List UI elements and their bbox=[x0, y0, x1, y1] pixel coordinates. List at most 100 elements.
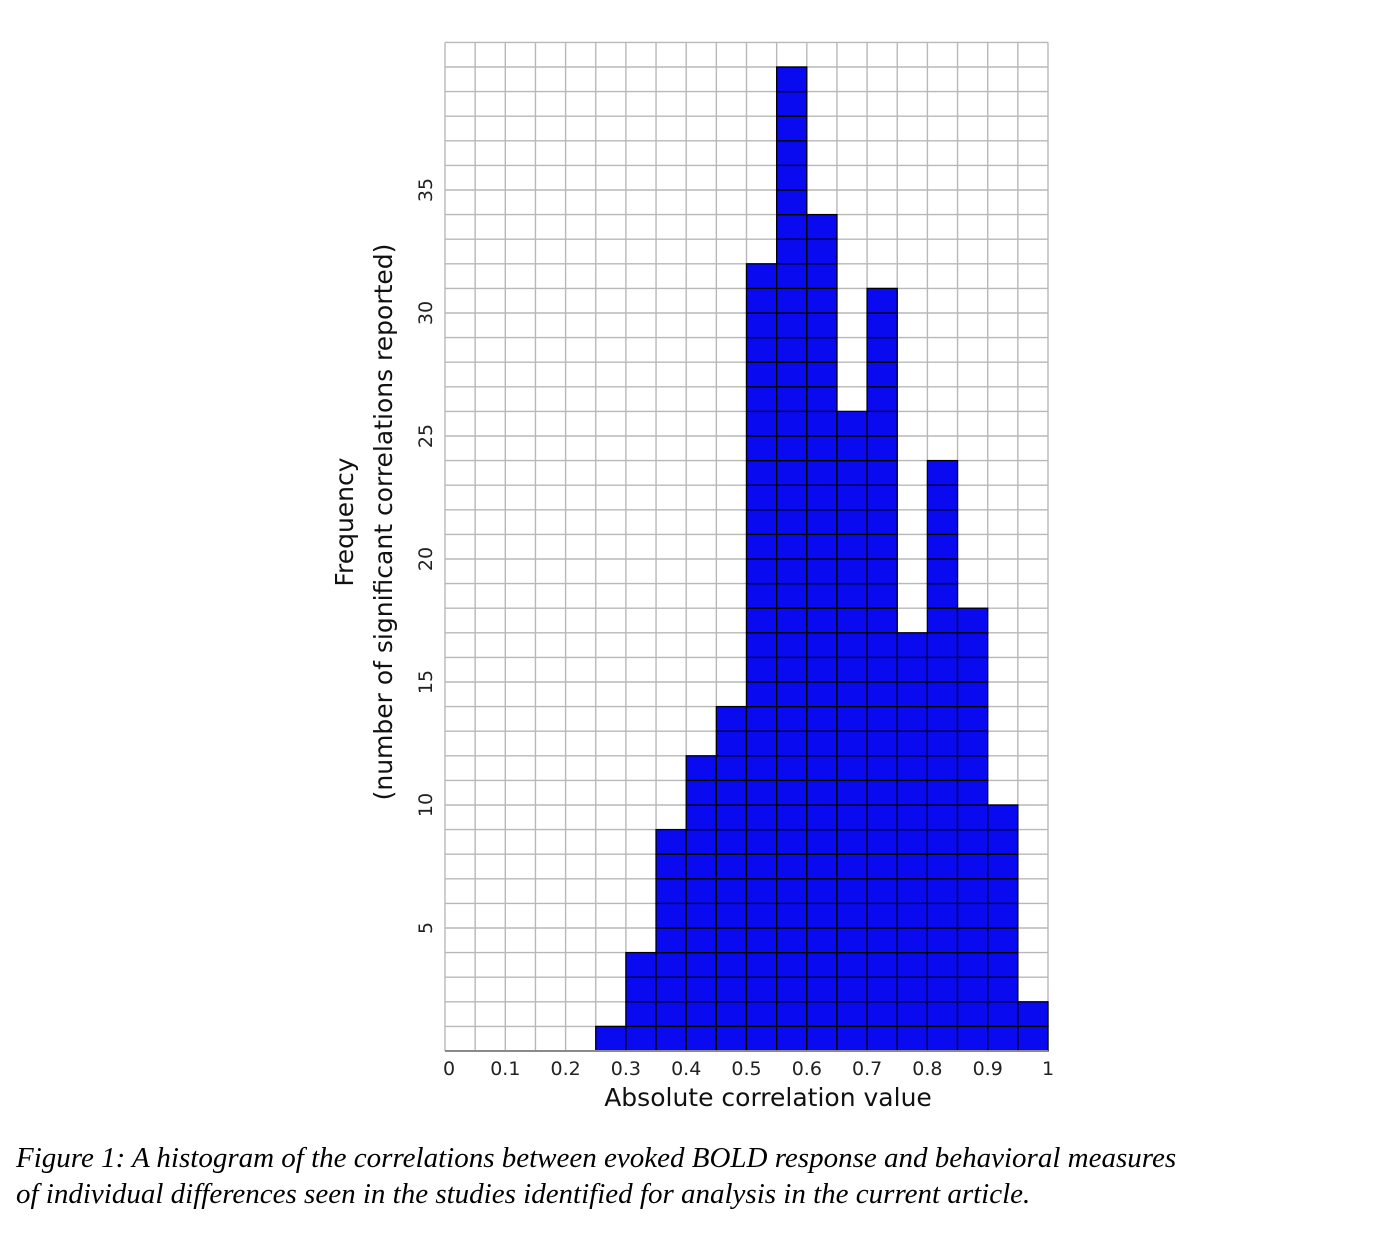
histogram-bar bbox=[956, 607, 989, 1052]
bar-cell bbox=[866, 951, 898, 978]
x-tick-label: 0.9 bbox=[973, 1058, 1003, 1080]
bar-cell bbox=[926, 853, 959, 880]
bar-cell bbox=[956, 779, 989, 806]
bar-cell bbox=[896, 1001, 929, 1028]
bar-cell bbox=[776, 533, 808, 560]
bar-cell bbox=[866, 336, 898, 363]
histogram-bar bbox=[926, 459, 959, 1052]
histogram-bar bbox=[595, 1025, 627, 1052]
bar-cell bbox=[776, 361, 808, 388]
bar-cell bbox=[745, 361, 778, 388]
bar-cell bbox=[987, 1001, 1019, 1028]
bar-cell bbox=[715, 976, 748, 1003]
bar-cell bbox=[956, 804, 989, 831]
bar-cell bbox=[836, 779, 868, 806]
bar-cell bbox=[866, 361, 898, 388]
bar-cell bbox=[776, 656, 808, 683]
bar-cell bbox=[745, 582, 778, 609]
y-tick-label: 30 bbox=[415, 301, 437, 325]
bar-cell bbox=[776, 755, 808, 782]
bar-cell bbox=[806, 976, 838, 1003]
bar-cell bbox=[745, 336, 778, 363]
x-tick-label: 0.7 bbox=[852, 1058, 882, 1080]
bar-cell bbox=[836, 533, 868, 560]
bar-cell bbox=[866, 607, 898, 634]
bar-cell bbox=[776, 976, 808, 1003]
bar-cell bbox=[806, 705, 838, 732]
bar-cell bbox=[655, 927, 687, 954]
bar-cell bbox=[745, 1025, 778, 1052]
bar-cell bbox=[776, 312, 808, 339]
bar-cell bbox=[806, 238, 838, 265]
bar-cell bbox=[926, 558, 959, 585]
bar-cell bbox=[926, 902, 959, 929]
bar-cell bbox=[806, 410, 838, 437]
bar-cell bbox=[806, 287, 838, 314]
bar-cell bbox=[625, 1025, 657, 1052]
histogram-bar bbox=[896, 632, 929, 1052]
bar-cell bbox=[745, 1001, 778, 1028]
bar-cell bbox=[836, 927, 868, 954]
bar-cell bbox=[745, 828, 778, 855]
bar-cell bbox=[776, 484, 808, 511]
bar-cell bbox=[987, 951, 1019, 978]
bar-cell bbox=[776, 705, 808, 732]
bar-cell bbox=[866, 656, 898, 683]
bar-cell bbox=[926, 484, 959, 511]
bar-cell bbox=[956, 927, 989, 954]
bar-cell bbox=[987, 878, 1019, 905]
bar-cell bbox=[836, 607, 868, 634]
bar-cell bbox=[806, 755, 838, 782]
bar-cell bbox=[956, 951, 989, 978]
bar-cell bbox=[926, 730, 959, 757]
bar-cell bbox=[745, 435, 778, 462]
bar-cell bbox=[987, 828, 1019, 855]
bar-cell bbox=[926, 632, 959, 659]
bar-cell bbox=[836, 484, 868, 511]
bar-cell bbox=[776, 410, 808, 437]
bar-cell bbox=[715, 804, 748, 831]
bar-cell bbox=[956, 1001, 989, 1028]
bar-cell bbox=[866, 902, 898, 929]
bar-cell bbox=[926, 656, 959, 683]
bar-cell bbox=[685, 1001, 718, 1028]
y-axis-label-line2: (number of significant correlations repo… bbox=[369, 244, 398, 801]
bar-cell bbox=[896, 927, 929, 954]
bar-cell bbox=[896, 681, 929, 708]
bar-cell bbox=[776, 730, 808, 757]
bar-cell bbox=[896, 853, 929, 880]
bar-cell bbox=[806, 263, 838, 290]
bar-cell bbox=[926, 533, 959, 560]
bar-cell bbox=[926, 459, 959, 486]
bar-cell bbox=[926, 607, 959, 634]
bar-cell bbox=[896, 878, 929, 905]
bar-cell bbox=[745, 533, 778, 560]
bar-cell bbox=[866, 459, 898, 486]
bar-cell bbox=[745, 779, 778, 806]
bar-cell bbox=[715, 1025, 748, 1052]
bar-cell bbox=[987, 927, 1019, 954]
bar-cell bbox=[745, 705, 778, 732]
bar-cell bbox=[685, 1025, 718, 1052]
x-tick-label: 0.8 bbox=[912, 1058, 942, 1080]
bar-cell bbox=[685, 804, 718, 831]
bar-cell bbox=[776, 927, 808, 954]
bar-cell bbox=[715, 927, 748, 954]
bar-cell bbox=[776, 681, 808, 708]
bar-cell bbox=[836, 1025, 868, 1052]
bar-cell bbox=[866, 730, 898, 757]
bar-cell bbox=[806, 681, 838, 708]
bar-cell bbox=[866, 927, 898, 954]
bar-cell bbox=[836, 902, 868, 929]
bar-cell bbox=[956, 878, 989, 905]
bar-cell bbox=[926, 705, 959, 732]
bar-cell bbox=[836, 681, 868, 708]
bar-cell bbox=[745, 853, 778, 880]
bar-cell bbox=[625, 951, 657, 978]
bar-cell bbox=[896, 1025, 929, 1052]
bar-cell bbox=[806, 730, 838, 757]
bar-cell bbox=[866, 1001, 898, 1028]
bar-cell bbox=[866, 533, 898, 560]
bar-cell bbox=[776, 1001, 808, 1028]
bar-cell bbox=[896, 902, 929, 929]
